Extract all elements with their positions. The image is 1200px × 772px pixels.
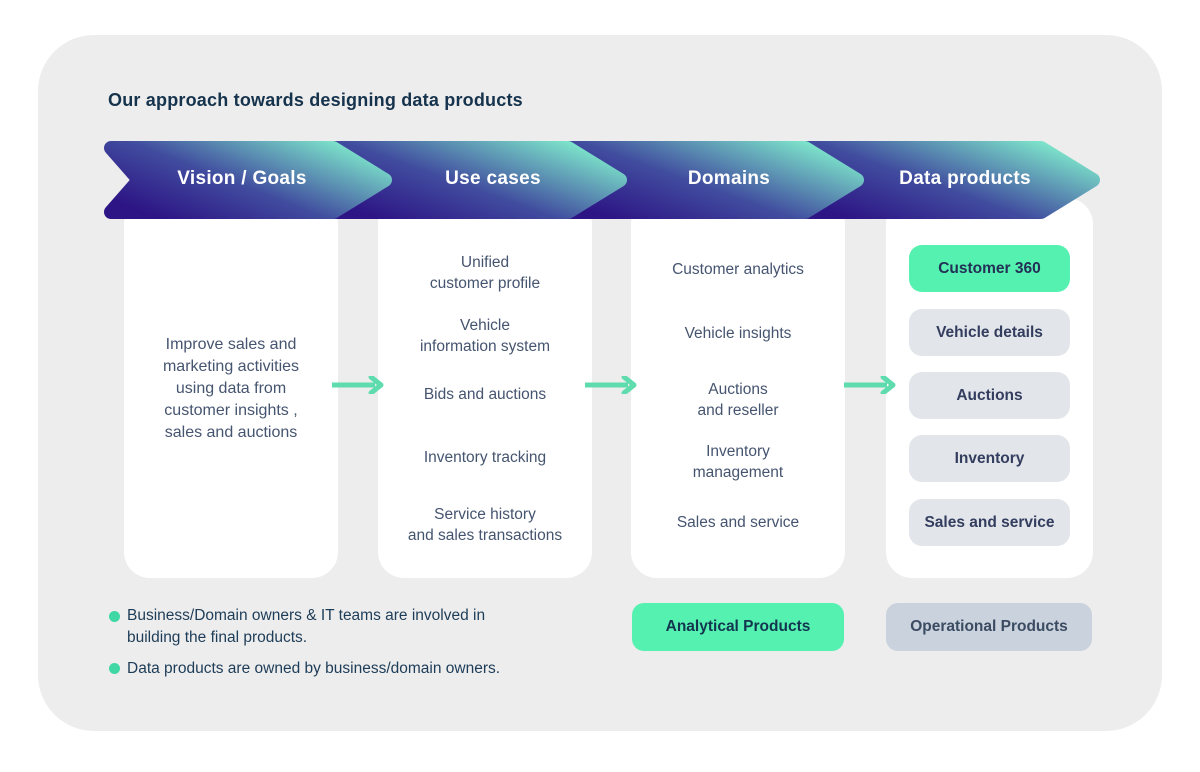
flow-arrow-icon (844, 376, 896, 394)
data-product-pill-customer-360: Customer 360 (909, 245, 1070, 292)
process-chevron-band (104, 141, 1100, 219)
use-case-item: Unified customer profile (429, 254, 541, 292)
data-product-pill-vehicle-details: Vehicle details (909, 309, 1070, 356)
stage-label-vision-goals: Vision / Goals (177, 168, 307, 189)
legend-operational-products: Operational Products (886, 603, 1092, 651)
data-product-pill-sales-and-service: Sales and service (909, 499, 1070, 546)
stage-label-use-cases: Use cases (445, 168, 541, 189)
flow-arrow-icon (332, 376, 384, 394)
bullet-dot-icon (109, 663, 120, 674)
domain-item: Auctions and reseller (697, 381, 779, 419)
vision-goals-card: Improve sales and marketing activities u… (124, 198, 338, 578)
data-product-pill-inventory: Inventory (909, 435, 1070, 482)
use-case-item: Service history and sales transactions (407, 506, 563, 544)
legend-analytical-products: Analytical Products (632, 603, 844, 651)
data-product-pill-auctions: Auctions (909, 372, 1070, 419)
domains-card: Customer analytics Vehicle insights Auct… (631, 198, 845, 578)
domain-item: Vehicle insights (684, 325, 792, 342)
use-case-item: Inventory tracking (423, 449, 547, 466)
note-text: Data products are owned by business/doma… (127, 660, 501, 677)
stage-label-data-products: Data products (899, 168, 1031, 189)
data-products-card: Customer 360 Vehicle details Auctions In… (886, 198, 1093, 578)
bullet-dot-icon (109, 611, 120, 622)
flow-arrow-icon (585, 376, 637, 394)
page-title: Our approach towards designing data prod… (108, 90, 523, 110)
use-case-item: Vehicle information system (419, 317, 551, 355)
domain-item: Customer analytics (672, 261, 804, 278)
use-case-item: Bids and auctions (423, 386, 547, 403)
domain-item: Sales and service (676, 514, 800, 531)
domain-item: Inventory management (692, 443, 784, 481)
use-cases-card: Unified customer profile Vehicle informa… (378, 198, 592, 578)
note-text: Business/Domain owners & IT teams are in… (127, 607, 486, 646)
stage-label-domains: Domains (687, 168, 771, 189)
vision-goals-text: Improve sales and marketing activities u… (162, 336, 300, 441)
chevron-vision-goals (104, 141, 392, 219)
